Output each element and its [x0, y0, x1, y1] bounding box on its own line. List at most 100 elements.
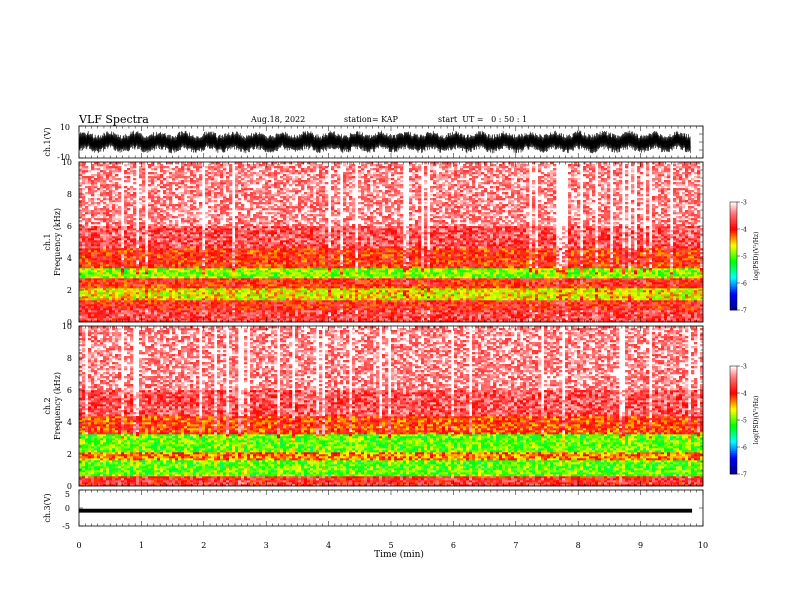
- spectrogram-cell: [121, 290, 124, 292]
- spectrogram-cell: [94, 310, 97, 312]
- spectrogram-cell: [100, 228, 103, 230]
- spectrogram-cell: [103, 220, 106, 222]
- spectrogram-cell: [97, 262, 100, 264]
- spectrogram-cell: [94, 312, 97, 314]
- spectrogram-cell: [106, 208, 109, 210]
- spectrogram-cell: [79, 194, 82, 196]
- spectrogram-cell: [124, 252, 127, 254]
- spectrogram-cell: [82, 290, 85, 292]
- spectrogram-cell: [124, 234, 127, 236]
- spectrogram-cell: [94, 278, 97, 280]
- spectrogram-cell: [97, 270, 100, 272]
- spectrogram-cell: [91, 192, 94, 194]
- spectrogram-cell: [115, 242, 118, 244]
- spectrogram-cell: [127, 268, 130, 270]
- spectrogram-cell: [100, 234, 103, 236]
- spectrogram-cell: [82, 210, 85, 212]
- spectrogram-cell: [124, 290, 127, 292]
- spectrogram-cell: [82, 310, 85, 312]
- spectrogram-cell: [97, 306, 100, 308]
- spectrogram-cell: [88, 230, 91, 232]
- spectrogram-cell: [127, 292, 130, 294]
- spectrogram-cell: [118, 194, 121, 196]
- spectrogram-cell: [112, 168, 115, 170]
- spectrogram-cell: [115, 238, 118, 240]
- spectrogram-cell: [115, 276, 118, 278]
- spectrogram-cell: [100, 304, 103, 306]
- spectrogram-cell: [88, 302, 91, 304]
- ch1-spectrogram-panel: 0246810 ch.1 Frequency (kHz): [43, 158, 703, 327]
- spectrogram-cell: [88, 276, 91, 278]
- spectrogram-cell: [94, 260, 97, 262]
- spectrogram-cell: [100, 288, 103, 290]
- spectrogram-cell: [112, 262, 115, 264]
- spectrogram-cell: [133, 282, 136, 284]
- spectrogram-cell: [97, 204, 100, 206]
- spectrogram-cell: [106, 306, 109, 308]
- spectrogram-cell: [85, 264, 88, 266]
- spectrogram-cell: [82, 214, 85, 216]
- spectrogram-cell: [79, 268, 82, 270]
- spectrogram-cell: [121, 292, 124, 294]
- spectrogram-cell: [127, 300, 130, 302]
- spectrogram-cell: [130, 306, 133, 308]
- spectrogram-cell: [106, 266, 109, 268]
- spectrogram-cell: [109, 214, 112, 216]
- spectrogram-cell: [106, 300, 109, 302]
- spectrogram-cell: [109, 298, 112, 300]
- spectrogram-cell: [82, 228, 85, 230]
- spectrogram-cell: [124, 282, 127, 284]
- spectrogram-cell: [88, 228, 91, 230]
- spectrogram-cell: [115, 228, 118, 230]
- spectrogram-cell: [91, 232, 94, 234]
- spectrogram-cell: [82, 202, 85, 204]
- spectrogram-cell: [118, 280, 121, 282]
- spectrogram-cell: [91, 246, 94, 248]
- spectrogram-cell: [82, 236, 85, 238]
- spectrogram-cell: [109, 170, 112, 172]
- spectrogram-cell: [79, 190, 82, 192]
- spectrogram-cell: [106, 314, 109, 316]
- spectrogram-cell: [112, 198, 115, 200]
- spectrogram-cell: [82, 188, 85, 190]
- spectrogram-cell: [109, 188, 112, 190]
- spectrogram-cell: [112, 212, 115, 214]
- spectrogram-cell: [97, 300, 100, 302]
- spectrogram-cell: [79, 242, 82, 244]
- spectrogram-cell: [82, 232, 85, 234]
- spectrogram-cell: [118, 200, 121, 202]
- spectrogram-cell: [100, 230, 103, 232]
- spectrogram-cell: [133, 250, 136, 252]
- spectrogram-cell: [100, 244, 103, 246]
- spectrogram-cell: [82, 176, 85, 178]
- spectrogram-cell: [100, 186, 103, 188]
- spectrogram-cell: [118, 232, 121, 234]
- spectrogram-cell: [133, 280, 136, 282]
- spectrogram-cell: [97, 294, 100, 296]
- header-station: station= KAP: [344, 115, 399, 124]
- spectrogram-cell: [118, 268, 121, 270]
- spectrogram-cell: [97, 266, 100, 268]
- spectrogram-cell: [82, 252, 85, 254]
- spectrogram-cell: [88, 300, 91, 302]
- spectrogram-cell: [94, 294, 97, 296]
- spectrogram-cell: [91, 284, 94, 286]
- spectrogram-cell: [115, 266, 118, 268]
- spectrogram-cell: [82, 264, 85, 266]
- spectrogram-cell: [97, 278, 100, 280]
- spectrogram-cell: [88, 244, 91, 246]
- spectrogram-cell: [130, 256, 133, 258]
- spectrogram-cell: [82, 270, 85, 272]
- spectrogram-cell: [112, 166, 115, 168]
- spectrogram-cell: [112, 226, 115, 228]
- spectrogram-cell: [121, 288, 124, 290]
- spectrogram-cell: [130, 224, 133, 226]
- spectrogram-cell: [118, 316, 121, 318]
- spectrogram-cell: [124, 272, 127, 274]
- spectrogram-cell: [115, 306, 118, 308]
- spectrogram-cell: [82, 298, 85, 300]
- spectrogram-cell: [94, 198, 97, 200]
- spectrogram-cell: [109, 238, 112, 240]
- spectrogram-cell: [97, 276, 100, 278]
- spectrogram-cell: [106, 222, 109, 224]
